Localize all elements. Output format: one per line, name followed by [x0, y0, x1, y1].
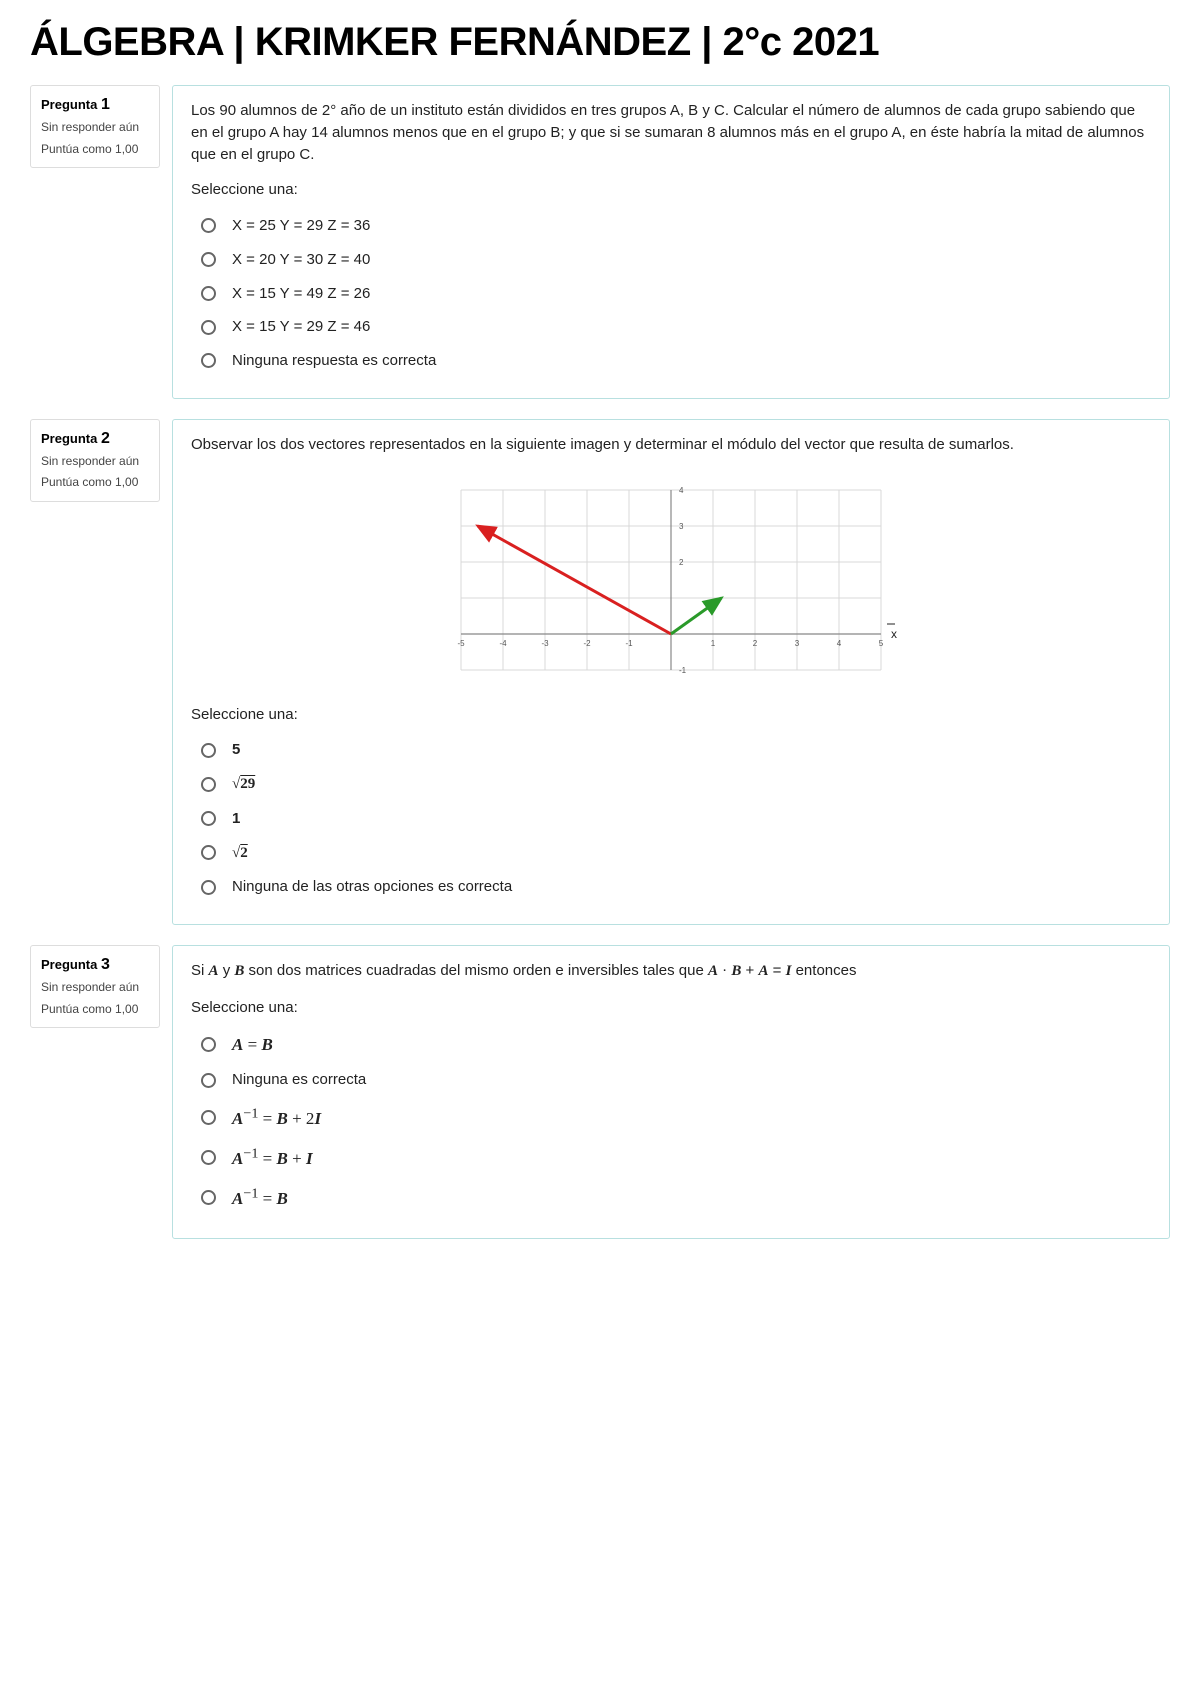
- option-text: X = 15 Y = 29 Z = 46: [232, 316, 370, 338]
- question-content: Observar los dos vectores representados …: [172, 419, 1170, 925]
- select-label: Seleccione una:: [191, 179, 1151, 201]
- svg-text:1: 1: [711, 639, 716, 648]
- radio-icon[interactable]: [201, 777, 216, 792]
- question-status: Sin responder aún: [41, 120, 149, 136]
- radio-icon[interactable]: [201, 1150, 216, 1165]
- radio-icon[interactable]: [201, 880, 216, 895]
- svg-text:4: 4: [837, 639, 842, 648]
- question-2: Pregunta 2 Sin responder aún Puntúa como…: [30, 419, 1170, 925]
- option-text: Ninguna de las otras opciones es correct…: [232, 876, 512, 898]
- option[interactable]: 1: [191, 802, 1151, 836]
- question-points: Puntúa como 1,00: [41, 1002, 149, 1018]
- option-text: A−1 = B: [232, 1183, 288, 1211]
- radio-icon[interactable]: [201, 1037, 216, 1052]
- page-title: ÁLGEBRA | KRIMKER FERNÁNDEZ | 2°c 2021: [30, 20, 1170, 65]
- option[interactable]: 5: [191, 733, 1151, 767]
- option-text: X = 25 Y = 29 Z = 36: [232, 215, 370, 237]
- question-prompt: Los 90 alumnos de 2° año de un instituto…: [191, 100, 1151, 165]
- question-3: Pregunta 3 Sin responder aún Puntúa como…: [30, 945, 1170, 1239]
- question-number: 2: [101, 430, 110, 447]
- question-label-prefix: Pregunta: [41, 97, 97, 112]
- svg-text:3: 3: [679, 522, 684, 531]
- question-number: 1: [101, 96, 110, 113]
- select-label: Seleccione una:: [191, 704, 1151, 726]
- question-label-prefix: Pregunta: [41, 957, 97, 972]
- svg-text:2: 2: [753, 639, 758, 648]
- option-text: √29: [232, 773, 255, 796]
- radio-icon[interactable]: [201, 252, 216, 267]
- question-prompt: Si A y B son dos matrices cuadradas del …: [191, 960, 1151, 983]
- svg-text:4: 4: [679, 486, 684, 495]
- option-text: 5: [232, 739, 240, 761]
- svg-text:-4: -4: [499, 639, 507, 648]
- svg-text:-1: -1: [679, 666, 687, 675]
- radio-icon[interactable]: [201, 1073, 216, 1088]
- radio-icon[interactable]: [201, 218, 216, 233]
- option[interactable]: Ninguna respuesta es correcta: [191, 344, 1151, 378]
- vector-chart: -5 -4 -3 -2 -1 1 2 3 4 5 -1 2 3 4 x: [441, 470, 901, 690]
- svg-text:3: 3: [795, 639, 800, 648]
- option[interactable]: √29: [191, 767, 1151, 802]
- question-content: Los 90 alumnos de 2° año de un instituto…: [172, 85, 1170, 399]
- question-points: Puntúa como 1,00: [41, 475, 149, 491]
- option[interactable]: X = 15 Y = 49 Z = 26: [191, 277, 1151, 311]
- radio-icon[interactable]: [201, 1190, 216, 1205]
- question-content: Si A y B son dos matrices cuadradas del …: [172, 945, 1170, 1239]
- svg-text:-5: -5: [457, 639, 465, 648]
- question-status: Sin responder aún: [41, 980, 149, 996]
- radio-icon[interactable]: [201, 353, 216, 368]
- option[interactable]: Ninguna de las otras opciones es correct…: [191, 870, 1151, 904]
- svg-text:-2: -2: [583, 639, 591, 648]
- radio-icon[interactable]: [201, 811, 216, 826]
- option-text: X = 20 Y = 30 Z = 40: [232, 249, 370, 271]
- option-text: A = B: [232, 1033, 273, 1058]
- question-label-prefix: Pregunta: [41, 431, 97, 446]
- svg-text:x: x: [891, 627, 897, 641]
- question-label: Pregunta 2: [41, 430, 149, 448]
- radio-icon[interactable]: [201, 1110, 216, 1125]
- option-text: Ninguna es correcta: [232, 1069, 366, 1091]
- option-text: X = 15 Y = 49 Z = 26: [232, 283, 370, 305]
- option[interactable]: A = B: [191, 1027, 1151, 1064]
- option[interactable]: Ninguna es correcta: [191, 1063, 1151, 1097]
- question-label: Pregunta 1: [41, 96, 149, 114]
- radio-icon[interactable]: [201, 845, 216, 860]
- radio-icon[interactable]: [201, 286, 216, 301]
- option[interactable]: X = 25 Y = 29 Z = 36: [191, 209, 1151, 243]
- option-text: A−1 = B + 2I: [232, 1103, 321, 1131]
- question-prompt: Observar los dos vectores representados …: [191, 434, 1151, 456]
- option[interactable]: A−1 = B: [191, 1177, 1151, 1217]
- radio-icon[interactable]: [201, 743, 216, 758]
- option-text: 1: [232, 808, 240, 830]
- option-text: √2: [232, 842, 248, 865]
- question-status: Sin responder aún: [41, 454, 149, 470]
- question-label: Pregunta 3: [41, 956, 149, 974]
- select-label: Seleccione una:: [191, 997, 1151, 1019]
- svg-text:5: 5: [879, 639, 884, 648]
- option[interactable]: A−1 = B + 2I: [191, 1097, 1151, 1137]
- option-text: A−1 = B + I: [232, 1143, 313, 1171]
- option-text: Ninguna respuesta es correcta: [232, 350, 436, 372]
- svg-text:2: 2: [679, 558, 684, 567]
- option[interactable]: X = 15 Y = 29 Z = 46: [191, 310, 1151, 344]
- question-points: Puntúa como 1,00: [41, 142, 149, 158]
- option[interactable]: X = 20 Y = 30 Z = 40: [191, 243, 1151, 277]
- question-meta: Pregunta 1 Sin responder aún Puntúa como…: [30, 85, 160, 168]
- question-1: Pregunta 1 Sin responder aún Puntúa como…: [30, 85, 1170, 399]
- svg-text:-1: -1: [625, 639, 633, 648]
- question-number: 3: [101, 956, 110, 973]
- question-meta: Pregunta 3 Sin responder aún Puntúa como…: [30, 945, 160, 1028]
- radio-icon[interactable]: [201, 320, 216, 335]
- option[interactable]: A−1 = B + I: [191, 1137, 1151, 1177]
- question-meta: Pregunta 2 Sin responder aún Puntúa como…: [30, 419, 160, 502]
- option[interactable]: √2: [191, 836, 1151, 871]
- svg-text:-3: -3: [541, 639, 549, 648]
